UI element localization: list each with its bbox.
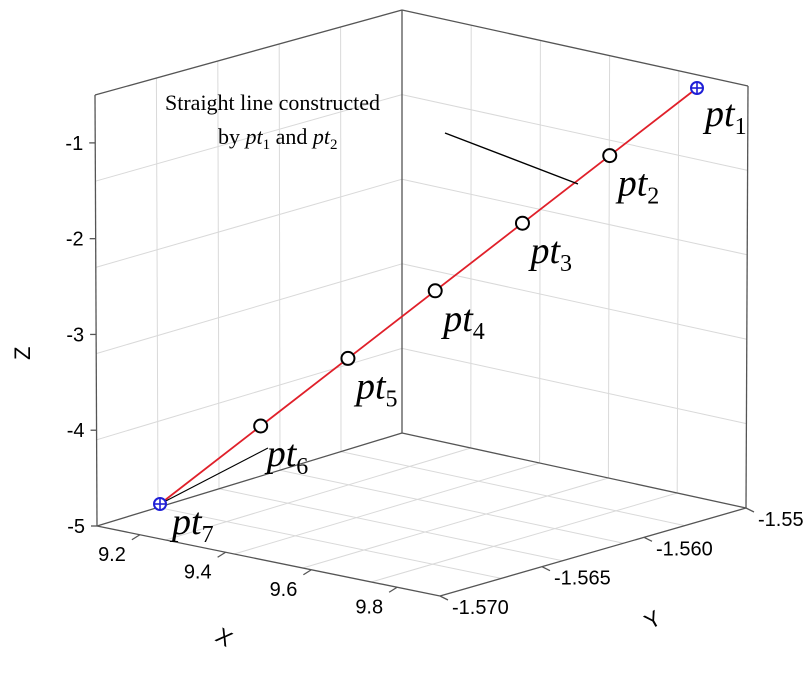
axis-edge: [401, 432, 747, 509]
x-tick-label: 9.8: [355, 596, 383, 618]
y-tick-label: -1.555: [758, 509, 804, 531]
axis-edge: [745, 85, 749, 509]
z-tick-label: -4: [67, 420, 85, 442]
gridline-z-right: [401, 263, 747, 340]
grid-layer: [95, 25, 748, 583]
point-label: pt2: [615, 163, 660, 210]
gridline-z-left: [96, 263, 403, 355]
gridline-y-wall: [607, 55, 611, 479]
annotation-line-1: Straight line constructed: [165, 90, 380, 115]
z-tick-label: -3: [66, 324, 84, 346]
gridline-floor-x: [279, 469, 624, 544]
gridline-floor-y: [234, 462, 540, 555]
gridline-z-right: [401, 178, 748, 256]
annotation-line-2: by pt1 and pt2: [218, 124, 338, 153]
series-line: [159, 87, 698, 505]
axis-edge: [439, 507, 747, 597]
point-label: pt7: [169, 501, 214, 548]
data-point-marker: [427, 283, 443, 299]
axis-edge: [94, 94, 98, 527]
point-label: pt1: [702, 93, 747, 140]
z-tick-label: -5: [67, 516, 85, 538]
y-tick-label: -1.560: [656, 538, 713, 560]
x-tick-label: 9.2: [98, 544, 126, 566]
y-tick-label: -1.565: [554, 568, 611, 590]
gridline-x-wall: [217, 60, 220, 489]
axis-edge: [96, 525, 441, 597]
gridline-floor-x: [218, 488, 563, 562]
y-tick-mark: [439, 595, 449, 601]
gridline-floor-y: [165, 447, 471, 541]
gridline-y-wall: [676, 70, 680, 494]
gridline-floor-x: [340, 451, 685, 527]
x-tick-mark: [303, 569, 312, 576]
x-tick-label: 9.4: [184, 561, 212, 583]
gridline-z-right: [401, 94, 748, 171]
point-label: pt4: [440, 298, 485, 345]
point-label: pt5: [353, 365, 398, 412]
y-axis-title: Y: [640, 605, 665, 634]
pt7-leader-line: [159, 447, 269, 505]
gridline-floor-y: [371, 492, 678, 583]
point-labels: pt1 pt2 pt3 pt4 pt5 pt6 pt7: [169, 93, 747, 548]
axes-frame: [89, 9, 755, 601]
x-tick-mark: [217, 551, 226, 558]
gridline-z-right: [401, 347, 747, 425]
gridline-x-wall: [155, 77, 159, 508]
z-tick-label: -1: [65, 133, 83, 155]
data-point-marker: [602, 148, 618, 164]
y-tick-mark: [745, 507, 755, 513]
gridline-floor-y: [302, 477, 609, 569]
x-tick-mark: [131, 534, 141, 541]
data-point-marker: [340, 350, 356, 366]
z-tick-label: -2: [66, 229, 84, 251]
y-tick-mark: [643, 536, 653, 542]
axis-edge: [96, 432, 403, 527]
axis-edge: [401, 9, 749, 87]
point-label: pt6: [264, 433, 309, 480]
annotation: Straight line constructed by pt1 and pt2: [165, 90, 579, 185]
tick-labels: -1 -2 -3 -4 -5 9.2 9.4 9.6 9.8 -1.555 -1.560 -1.565…: [10, 133, 804, 652]
x-tick-label: 9.6: [270, 579, 298, 601]
data-point-marker: [253, 418, 269, 434]
z-axis-title: Z: [10, 347, 35, 360]
point-label: pt3: [527, 230, 572, 277]
gridline-x-wall: [278, 43, 281, 471]
y-tick-mark: [541, 566, 551, 572]
gridline-z-left: [95, 94, 403, 182]
x-tick-mark: [388, 586, 398, 593]
gridline-floor-x: [157, 506, 502, 579]
gridline-y-wall: [539, 40, 541, 464]
x-axis-title: X: [212, 623, 237, 652]
series-layer: [153, 81, 704, 511]
y-tick-label: -1.570: [452, 597, 509, 619]
axis-edge: [94, 9, 403, 96]
gridline-z-left: [95, 178, 403, 268]
annotation-leader-line: [444, 132, 579, 185]
data-point-marker: [514, 215, 530, 231]
